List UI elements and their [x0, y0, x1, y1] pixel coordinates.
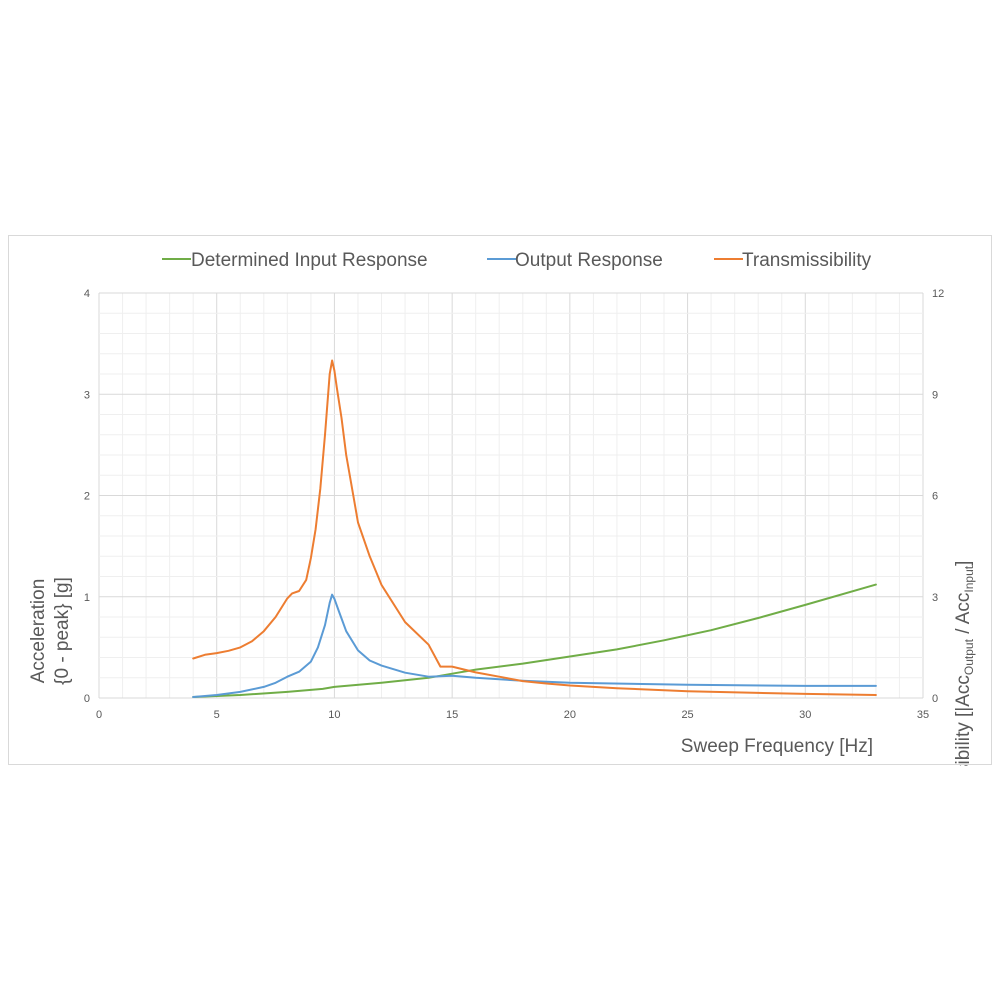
y2-axis-title-prefix: Transmissibility [|Acc — [953, 675, 974, 766]
y2-axis-title-suffix: ] — [953, 561, 974, 566]
legend: Determined Input Response Output Respons… — [162, 250, 872, 271]
y2-tick-label: 9 — [932, 389, 938, 401]
x-tick-label: 5 — [214, 709, 220, 721]
y2-tick-label: 0 — [932, 693, 938, 705]
series-line-transmissibility — [192, 359, 877, 696]
y2-axis-title-middle: / Acc — [953, 593, 974, 639]
x-tick-label: 15 — [446, 709, 458, 721]
x-tick-label: 30 — [799, 709, 811, 721]
legend-label-output: Output Response — [515, 250, 663, 271]
y-tick-label: 0 — [84, 693, 90, 705]
y-axis-title-line2: {0 - peak} [g] — [52, 577, 73, 685]
y-tick-label: 1 — [84, 592, 90, 604]
y-axis-title-line1: Acceleration — [28, 579, 49, 684]
legend-label-transmissibility: Transmissibility — [742, 250, 872, 271]
legend-label-input: Determined Input Response — [191, 250, 428, 271]
y2-axis-title-sub-input: Input — [962, 565, 976, 592]
x-tick-label: 25 — [681, 709, 693, 721]
y2-tick-label: 6 — [932, 491, 938, 503]
y2-tick-label: 12 — [932, 288, 944, 300]
series-line-output-response — [192, 593, 877, 698]
x-tick-label: 10 — [328, 709, 340, 721]
y-tick-label: 4 — [84, 288, 90, 300]
y2-tick-label: 3 — [932, 592, 938, 604]
y2-axis-title: Transmissibility [|AccOutput / AccInput] — [953, 561, 976, 766]
y-tick-label: 2 — [84, 491, 90, 503]
chart-frame: 0 5 10 15 20 25 30 35 0 1 2 3 4 0 3 6 9 12 Determined Inp… — [8, 235, 992, 766]
x-axis-title: Sweep Frequency [Hz] — [681, 736, 873, 757]
y-tick-label: 3 — [84, 389, 90, 401]
x-tick-label: 0 — [96, 709, 102, 721]
grid — [98, 292, 924, 699]
y2-axis-title-sub-output: Output — [962, 638, 976, 675]
plot-lines — [192, 359, 877, 698]
x-tick-label: 20 — [564, 709, 576, 721]
series-line-input-response — [192, 583, 877, 698]
x-tick-label: 35 — [917, 709, 929, 721]
